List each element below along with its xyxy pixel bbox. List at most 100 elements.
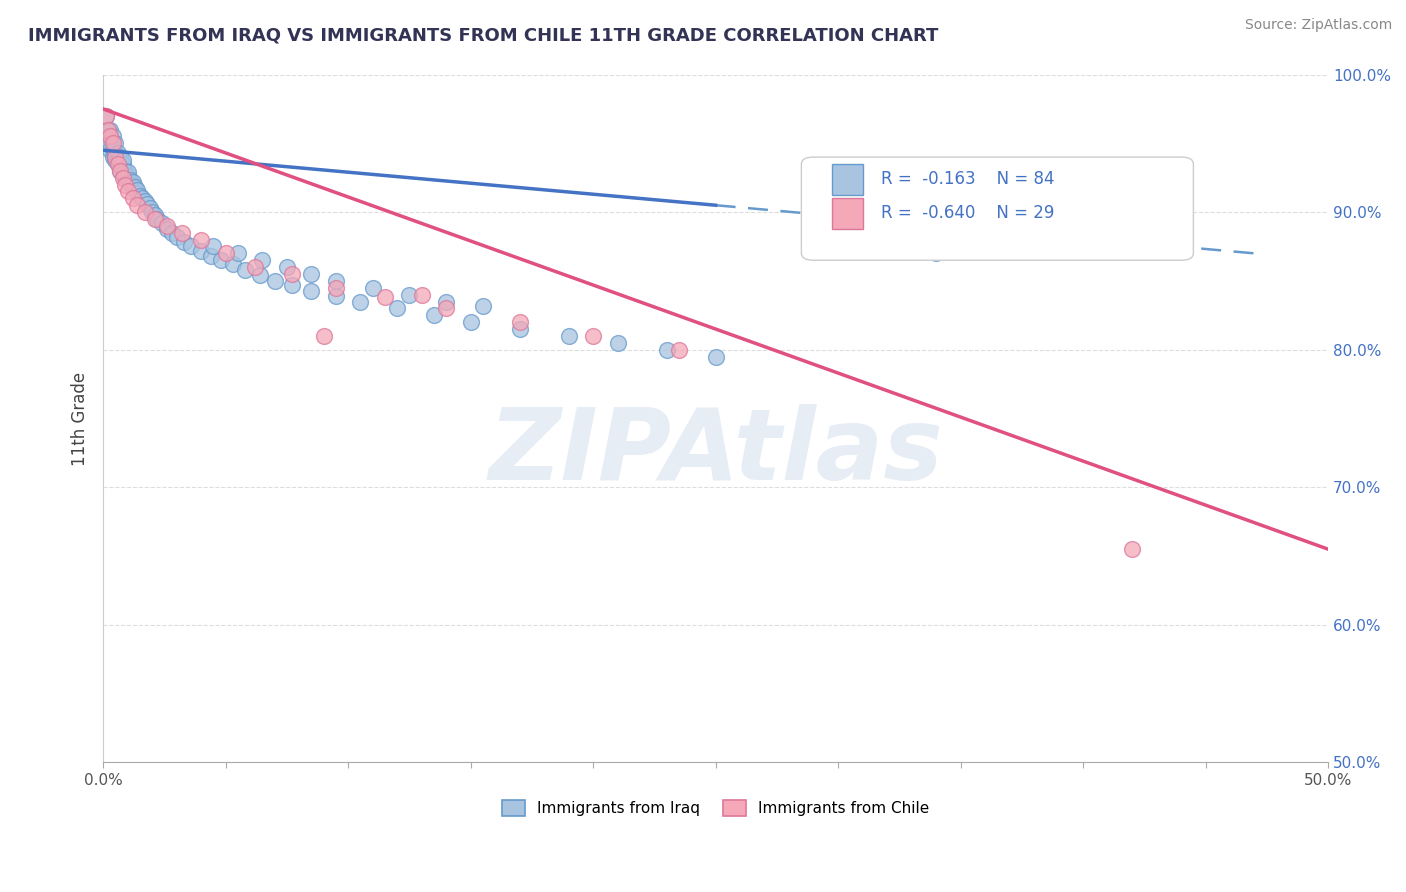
Point [214,246,236,260]
Point [104,150,127,164]
Point [349,294,371,309]
Point [299,267,322,281]
Point [94,109,117,123]
Text: R =  -0.163    N = 84: R = -0.163 N = 84 [882,170,1054,188]
Point [460,315,482,329]
Point [170,226,193,240]
Point [434,294,457,309]
Point [299,284,322,298]
Point [100,136,122,151]
Point [107,150,129,164]
Point [146,211,169,226]
Point [101,136,124,151]
Point [136,197,159,211]
Point [509,322,531,336]
Point [222,257,245,271]
Point [226,246,249,260]
Point [312,329,335,343]
Point [127,198,149,212]
Legend: Immigrants from Iraq, Immigrants from Chile: Immigrants from Iraq, Immigrants from Ch… [495,792,936,823]
Point [117,165,139,179]
Point [117,169,139,184]
Point [110,150,132,164]
Point [104,136,127,151]
Point [281,278,304,293]
Text: R =  -0.640    N = 29: R = -0.640 N = 29 [882,204,1054,222]
Point [121,191,143,205]
Point [114,164,136,178]
Point [101,150,124,164]
Point [100,129,122,144]
Point [281,267,304,281]
Point [97,129,120,144]
Point [107,153,129,167]
Point [249,268,271,283]
Y-axis label: 11th Grade: 11th Grade [72,371,89,466]
Point [243,260,266,274]
Point [150,216,173,230]
Point [114,167,136,181]
Point [143,211,166,226]
Point [104,147,127,161]
Text: Source: ZipAtlas.com: Source: ZipAtlas.com [1244,18,1392,32]
Point [97,122,120,136]
Point [110,154,132,169]
Point [180,239,202,253]
Text: ZIPAtlas: ZIPAtlas [488,404,943,501]
Point [120,178,142,192]
Text: IMMIGRANTS FROM IRAQ VS IMMIGRANTS FROM CHILE 11TH GRADE CORRELATION CHART: IMMIGRANTS FROM IRAQ VS IMMIGRANTS FROM … [28,27,938,45]
Point [131,191,153,205]
Point [173,235,195,250]
Point [110,164,132,178]
Point [97,122,120,136]
Point [374,290,396,304]
Point [361,281,384,295]
Point [471,299,494,313]
Point [138,201,160,215]
Point [160,226,183,240]
Point [233,263,256,277]
Point [134,194,156,208]
Point [110,158,132,172]
Point [101,143,124,157]
Point [101,129,124,144]
Point [582,329,605,343]
Point [209,253,232,268]
Point [141,205,163,219]
Point [107,145,129,160]
Point [276,260,298,274]
Point [111,170,134,185]
Point [120,173,142,187]
Point [190,244,212,258]
Point [606,335,628,350]
Point [104,153,127,167]
Point [202,239,225,253]
Point [107,157,129,171]
Point [385,301,408,316]
Point [325,289,347,303]
Point [1121,542,1143,557]
Point [156,219,179,233]
Point [117,185,139,199]
Bar [832,198,863,229]
Point [111,157,134,171]
Point [127,183,149,197]
Point [124,183,146,197]
Point [111,153,134,167]
Point [127,186,149,200]
Point [252,253,274,268]
Point [124,180,146,194]
Point [111,167,134,181]
FancyBboxPatch shape [801,157,1194,260]
Point [111,161,134,175]
Point [557,329,579,343]
Point [704,350,727,364]
Point [107,157,129,171]
Point [100,143,122,157]
Point [121,180,143,194]
Point [121,175,143,189]
Point [925,246,948,260]
Point [94,109,117,123]
Point [166,230,188,244]
Point [156,221,179,235]
